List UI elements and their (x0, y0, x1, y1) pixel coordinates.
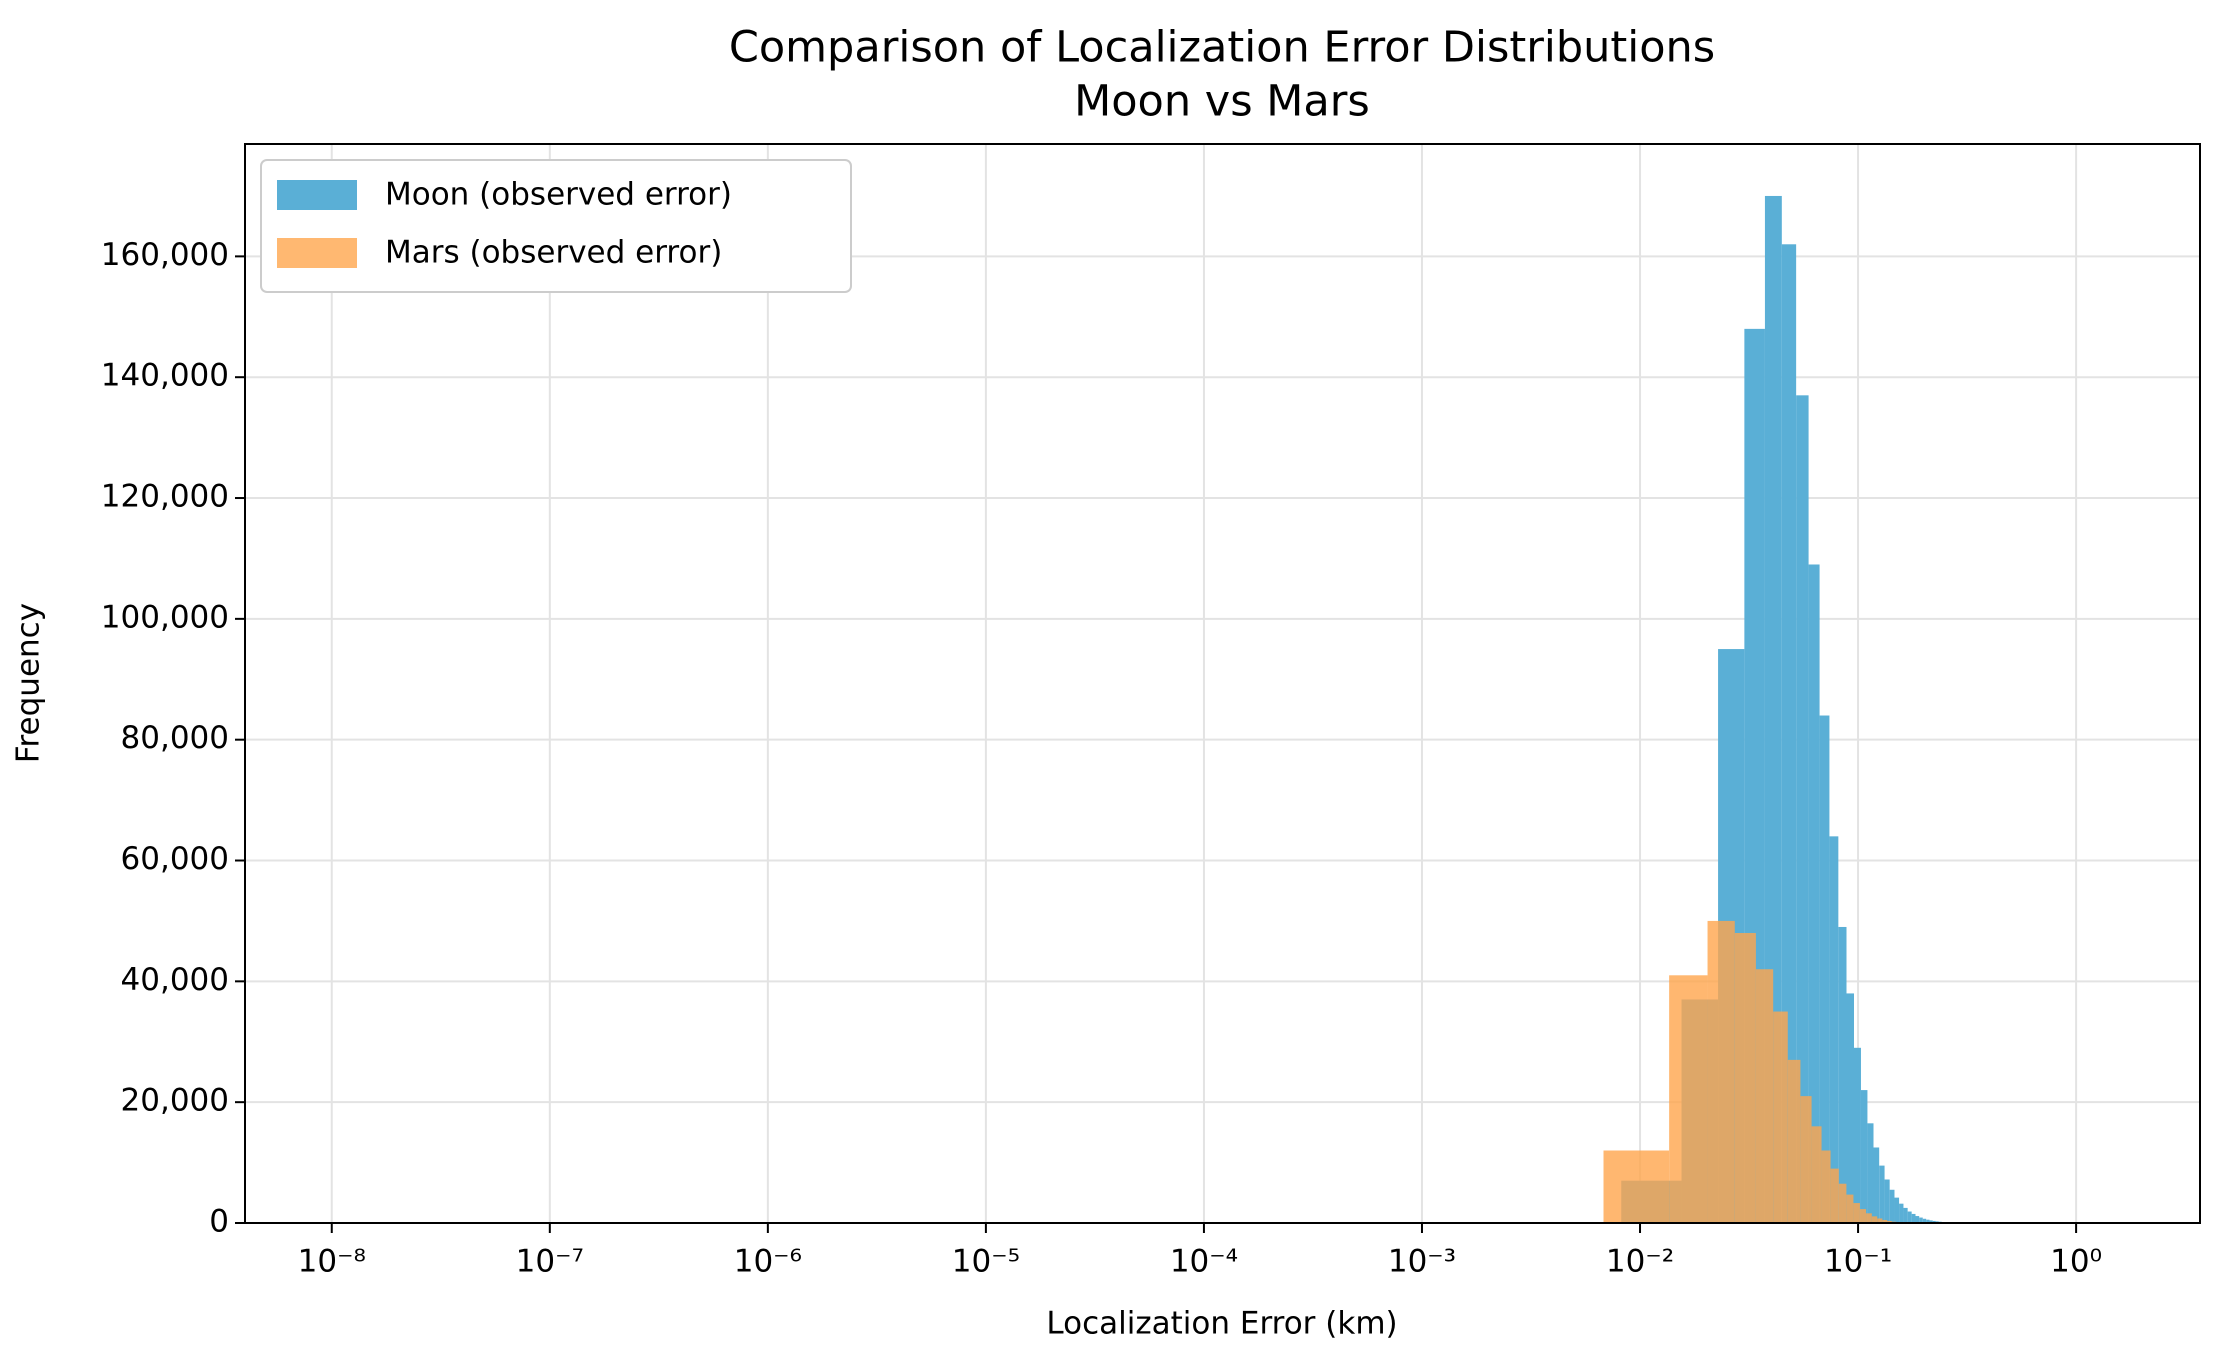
x-tick-label: 10⁰ (2050, 1244, 2102, 1280)
histogram-bar (1889, 1189, 1895, 1223)
histogram-bar (1899, 1203, 1904, 1223)
histogram-bar (1877, 1218, 1883, 1223)
y-tick-label: 60,000 (121, 841, 229, 877)
histogram-bar (1755, 969, 1774, 1223)
histogram-bar (1929, 1220, 1933, 1223)
histogram-bar (1926, 1219, 1930, 1223)
histogram-bar (1603, 1150, 1670, 1223)
histogram-bar (1903, 1207, 1908, 1223)
histogram-bar (1922, 1218, 1927, 1223)
x-tick-label: 10⁻¹ (1824, 1244, 1892, 1280)
chart-title: Comparison of Localization Error Distrib… (729, 23, 1715, 73)
histogram-bar (1838, 926, 1847, 1223)
histogram-bar (1707, 920, 1735, 1223)
legend-swatch (277, 180, 357, 210)
plot-frame (244, 143, 2201, 1224)
y-axis-label: Frequency (11, 603, 47, 763)
x-tick-label: 10⁻² (1606, 1244, 1674, 1280)
y-tick-label: 0 (209, 1204, 229, 1240)
y-tick-label: 20,000 (121, 1083, 229, 1119)
histogram-bar (1669, 975, 1708, 1223)
histogram-bar (1932, 1220, 1936, 1223)
histogram-bar (1734, 933, 1756, 1223)
histogram-bar (1911, 1213, 1916, 1223)
histogram-bar (1830, 1168, 1839, 1223)
histogram-bar (1811, 1126, 1822, 1223)
x-tick-label: 10⁻⁷ (516, 1244, 584, 1280)
legend-swatch (277, 238, 357, 268)
histogram-bar (1787, 1059, 1801, 1223)
series (331, 920, 1913, 1223)
histogram-bar (1800, 1096, 1812, 1223)
x-tick-label: 10⁻⁸ (298, 1244, 366, 1280)
x-tick-label: 10⁻⁵ (952, 1244, 1020, 1280)
histogram-bar (1764, 195, 1782, 1224)
histogram-bar (1882, 1219, 1888, 1223)
histogram-bar (1838, 1183, 1847, 1223)
histogram-bar (1919, 1217, 1923, 1223)
histogram-bar (1846, 993, 1855, 1223)
x-axis-label: Localization Error (km) (1046, 1306, 1397, 1342)
histogram-bar (1894, 1197, 1900, 1223)
histogram-bar (1821, 1150, 1831, 1223)
x-tick-label: 10⁻⁶ (734, 1244, 802, 1280)
histogram-bar (1846, 1194, 1854, 1223)
y-tick-label: 160,000 (101, 237, 229, 273)
histogram-bar (1859, 1209, 1867, 1223)
legend-label: Mars (observed error) (385, 235, 722, 271)
x-tick-label: 10⁻³ (1388, 1244, 1456, 1280)
y-tick-label: 40,000 (121, 962, 229, 998)
histogram-bar (1854, 1047, 1861, 1223)
histogram-bar (1808, 564, 1820, 1223)
chart-subtitle: Moon vs Mars (1074, 77, 1370, 127)
histogram-bar (1873, 1147, 1880, 1223)
x-tick-label: 10⁻⁴ (1170, 1244, 1238, 1280)
y-tick-label: 120,000 (101, 479, 229, 515)
histogram-bar (1907, 1211, 1912, 1223)
histogram-bar (1915, 1216, 1920, 1223)
histogram-bar (1884, 1179, 1890, 1223)
legend-box (260, 159, 852, 293)
histogram-bar (1819, 715, 1830, 1223)
histogram-bar (1829, 836, 1839, 1223)
y-tick-label: 100,000 (101, 599, 229, 635)
histogram-bar (1866, 1213, 1872, 1223)
histogram-bar (1879, 1165, 1885, 1223)
histogram-bar (1781, 244, 1797, 1224)
histogram-bar (1796, 395, 1809, 1224)
histogram-bar (1860, 1090, 1868, 1223)
y-tick-label: 80,000 (121, 720, 229, 756)
histogram-bar (1867, 1123, 1874, 1223)
histogram-bar (1871, 1216, 1878, 1223)
histogram-bar (1773, 1011, 1788, 1223)
histogram-bar (1853, 1203, 1860, 1223)
y-tick-label: 140,000 (101, 358, 229, 394)
legend-label: Moon (observed error) (385, 177, 732, 213)
